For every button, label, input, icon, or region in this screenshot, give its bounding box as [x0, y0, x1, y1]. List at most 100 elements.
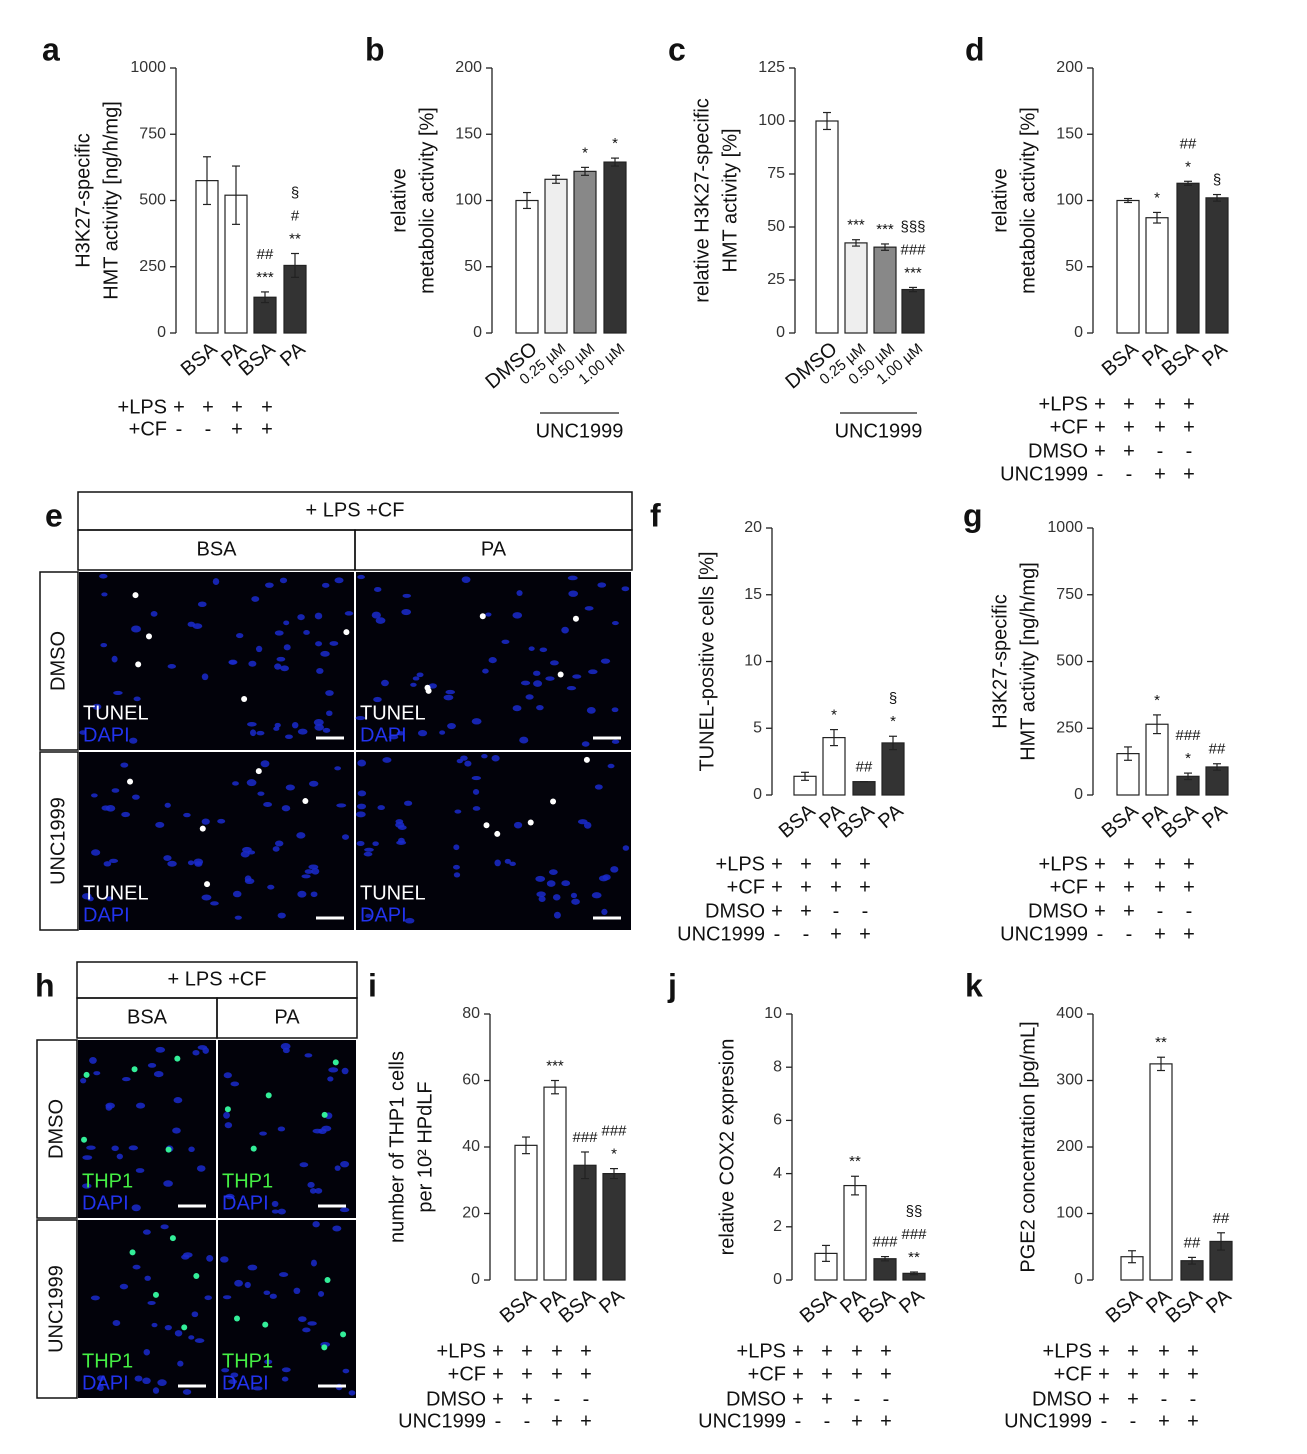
nucleus [549, 869, 558, 876]
panel-letter: i [368, 967, 377, 1003]
counterstain-label: DAPI [222, 1192, 269, 1214]
condition-mark: - [1157, 440, 1164, 462]
condition-mark: + [261, 396, 273, 418]
positive-cell [204, 881, 211, 888]
nucleus [357, 574, 365, 580]
nucleus [272, 846, 280, 852]
y-tick-label: 40 [462, 1138, 480, 1155]
positive-cell [145, 633, 152, 640]
error-bar [611, 157, 619, 167]
stain-label: TUNEL [360, 882, 426, 904]
condition-label: +LPS [437, 1340, 486, 1362]
nucleus [202, 1047, 209, 1054]
nucleus [488, 657, 497, 664]
condition-mark: + [800, 853, 812, 875]
significance-mark: §§ [906, 1203, 923, 1220]
nucleus [192, 623, 203, 629]
panel-letter: j [667, 967, 677, 1003]
y-tick-label: 20 [462, 1205, 480, 1222]
condition-mark: + [492, 1388, 504, 1410]
significance-mark: ## [257, 246, 274, 263]
nucleus [416, 672, 424, 678]
positive-cell [324, 1276, 331, 1283]
condition-label: +CF [1054, 1363, 1092, 1385]
condition-label: +LPS [1039, 853, 1088, 875]
condition-mark: + [1123, 393, 1135, 415]
positive-cell [583, 756, 590, 763]
stain-label: THP1 [82, 1350, 133, 1372]
condition-label: UNC1999 [1000, 923, 1088, 945]
bar [544, 178, 568, 334]
positive-cell [131, 1066, 138, 1073]
condition-mark: + [851, 1410, 863, 1432]
error-bar [1213, 763, 1221, 771]
nucleus [314, 612, 323, 620]
nucleus [308, 864, 319, 870]
y-axis-label: number of THP1 cells [386, 1051, 408, 1243]
panel-letter: c [668, 31, 686, 67]
y-tick-label: 0 [471, 1271, 480, 1288]
x-tick-label: BSA [235, 338, 280, 381]
error-bar [523, 191, 531, 210]
nucleus [183, 812, 191, 818]
positive-cell [199, 825, 206, 832]
condition-mark: + [1094, 853, 1106, 875]
nucleus [381, 679, 389, 687]
error-bar [1128, 1250, 1136, 1264]
nucleus [80, 1078, 87, 1084]
nucleus [443, 694, 454, 701]
x-tick-label: PA [595, 1285, 629, 1318]
nucleus [174, 1330, 183, 1337]
significance-mark: * [890, 713, 896, 730]
error-bar [261, 291, 269, 304]
nucleus [310, 1259, 317, 1267]
nucleus [312, 1221, 320, 1228]
nucleus [327, 1076, 334, 1082]
nucleus [112, 1319, 121, 1327]
nucleus [481, 754, 488, 759]
column-label: BSA [127, 1006, 168, 1028]
nucleus [228, 659, 238, 665]
nucleus [91, 849, 101, 856]
positive-cell [321, 1111, 328, 1118]
nucleus [131, 625, 142, 633]
nucleus [584, 606, 594, 611]
nucleus [460, 755, 468, 761]
nucleus [260, 760, 270, 768]
nucleus [404, 917, 415, 924]
x-tick-label: BSA [555, 1285, 600, 1328]
condition-label: +LPS [1043, 1340, 1092, 1362]
significance-mark: § [1213, 172, 1221, 189]
nucleus [131, 794, 140, 800]
nucleus [339, 1207, 350, 1213]
nucleus [173, 1097, 183, 1104]
nucleus [188, 1335, 195, 1340]
nucleus [82, 1183, 92, 1189]
error-bar [203, 156, 211, 206]
x-tick-label: BSA [1162, 1285, 1207, 1328]
nucleus [311, 867, 320, 875]
nucleus [388, 735, 399, 740]
nucleus [152, 1387, 160, 1394]
error-bar [1153, 211, 1161, 224]
nucleus [622, 845, 630, 851]
nucleus [121, 811, 131, 818]
nucleus [402, 593, 412, 598]
nucleus [201, 818, 210, 825]
nucleus [187, 860, 195, 866]
condition-mark: + [1094, 416, 1106, 438]
nucleus [588, 669, 598, 675]
significance-mark: ## [1180, 135, 1197, 152]
nucleus [105, 1102, 115, 1109]
panel-letter: k [965, 967, 983, 1003]
nucleus [545, 676, 555, 681]
error-bar [1184, 772, 1192, 781]
bar [852, 781, 876, 796]
row-box [39, 571, 79, 751]
condition-mark: - [176, 418, 183, 440]
significance-mark: ## [1209, 741, 1226, 758]
y-tick-label: 150 [455, 125, 482, 142]
y-tick-label: 10 [744, 653, 762, 670]
nucleus [259, 1131, 267, 1136]
